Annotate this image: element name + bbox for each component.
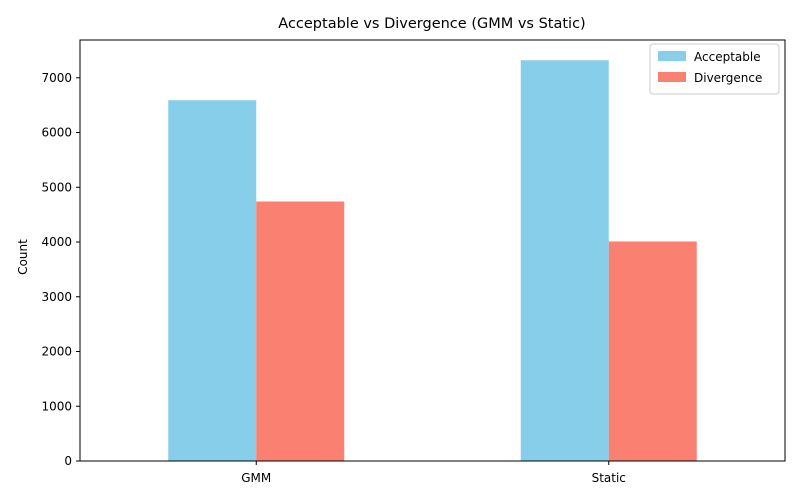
bar-acceptable-gmm (168, 100, 257, 461)
y-tick-label: 6000 (41, 126, 72, 140)
y-tick-label: 7000 (41, 71, 72, 85)
x-tick-label: Static (592, 471, 626, 485)
plot-frame (79, 39, 786, 462)
y-tick-label: 5000 (41, 180, 72, 194)
legend-label-divergence: Divergence (694, 71, 762, 85)
x-axis: GMM Static (241, 461, 626, 485)
y-tick-label: 3000 (41, 290, 72, 304)
y-tick-label: 0 (64, 454, 72, 468)
legend: Acceptable Divergence (649, 43, 780, 95)
x-tick-label: GMM (241, 471, 271, 485)
legend-label-acceptable: Acceptable (694, 50, 761, 64)
bar-acceptable-static (520, 60, 609, 462)
bar-divergence-static (608, 241, 697, 461)
y-axis-label: Count (16, 239, 30, 275)
bar-divergence-gmm (256, 201, 345, 461)
legend-swatch-acceptable (658, 51, 686, 61)
y-axis: 0 1000 2000 3000 4000 5000 6000 7000 (41, 71, 80, 468)
legend-swatch-divergence (658, 72, 686, 82)
bars-group (168, 60, 697, 462)
chart-title: Acceptable vs Divergence (GMM vs Static) (278, 16, 585, 32)
y-tick-label: 2000 (41, 345, 72, 359)
y-tick-label: 1000 (41, 399, 72, 413)
y-tick-label: 4000 (41, 235, 72, 249)
